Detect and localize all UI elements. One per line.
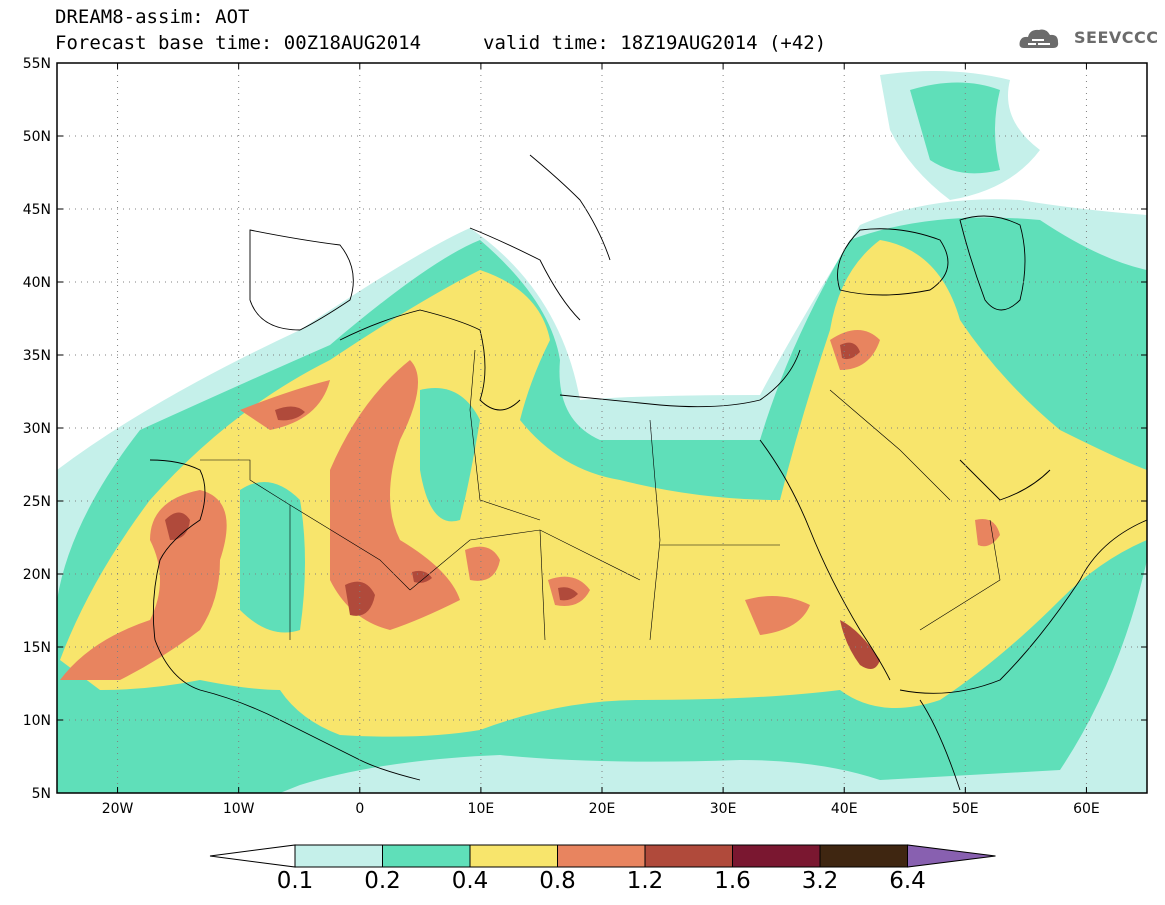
aot-contour-0.8-east — [745, 596, 810, 635]
lon-label: 40E — [831, 801, 858, 817]
colorbar-level-label: 0.1 — [276, 868, 314, 894]
aot-contour-1.2-west — [165, 512, 190, 540]
lon-label: 10W — [223, 801, 255, 817]
lon-label: 20W — [102, 801, 134, 817]
forecast-base-time: Forecast base time: 00Z18AUG2014 — [55, 32, 422, 54]
aot-contour-0.8-gulf — [975, 519, 1000, 547]
aot-contour-1.2-sudan — [558, 587, 578, 601]
lat-label: 45N — [23, 202, 51, 218]
colorbar-over-triangle — [907, 844, 996, 868]
lon-label: 10E — [468, 801, 495, 817]
colorbar-segment — [819, 844, 908, 868]
colorbar-level-label: 1.6 — [714, 868, 751, 894]
lat-label: 40N — [23, 275, 51, 291]
colorbar-level-label: 0.8 — [539, 868, 576, 894]
colorbar-level-label: 0.4 — [451, 868, 489, 894]
colorbar-segment — [294, 844, 383, 868]
longitude-labels: 20W 10W 0 10E 20E 30E 40E 50E 60E — [102, 801, 1100, 817]
colorbar-level-label: 3.2 — [801, 868, 839, 894]
aot-contour-0.4-west-gap — [240, 482, 305, 633]
aot-contour-0.4 — [60, 240, 1147, 737]
colorbar-level-label: 0.2 — [364, 868, 401, 894]
map-title: DREAM8-assim: AOT — [55, 6, 250, 28]
lon-label: 60E — [1073, 801, 1100, 817]
colorbar-under-triangle — [209, 844, 296, 868]
colorbar-level-label: 1.2 — [626, 868, 664, 894]
lat-label: 35N — [23, 348, 51, 364]
logo-text: SEEVCCC — [1074, 28, 1159, 47]
lon-label: 50E — [952, 801, 979, 817]
aot-contour-0.2-north — [910, 82, 1000, 174]
lon-label: 20E — [589, 801, 616, 817]
aot-contour-0.8-west — [60, 490, 227, 680]
aot-contour-1.2-atlas — [275, 406, 305, 421]
country-borders — [200, 349, 1001, 641]
valid-time: valid time: 18Z19AUG2014 (+42) — [483, 32, 827, 54]
lat-label: 55N — [23, 56, 51, 72]
lon-label: 0 — [355, 801, 364, 817]
colorbar-segment — [557, 844, 646, 868]
lat-label: 20N — [23, 567, 51, 583]
lon-label: 30E — [710, 801, 737, 817]
aot-field — [57, 63, 1147, 793]
coastlines — [149, 154, 1147, 791]
seevccc-cloud-logo-icon — [1019, 29, 1059, 48]
colorbar — [209, 844, 996, 868]
lat-label: 25N — [23, 494, 51, 510]
aot-contour-1.2-sahara — [345, 581, 375, 616]
latitude-labels: 55N 50N 45N 40N 35N 30N 25N 20N 15N 10N 5N — [23, 56, 51, 802]
aot-contour-0.8-chad — [465, 546, 500, 581]
lat-label: 30N — [23, 421, 51, 437]
lat-label: 15N — [23, 640, 51, 656]
colorbar-segment — [382, 844, 471, 868]
lat-label: 10N — [23, 713, 51, 729]
aot-contour-0.8-sahara — [330, 360, 460, 630]
colorbar-level-label: 6.4 — [889, 868, 926, 894]
aot-contour-0.4-central-gap — [420, 388, 480, 522]
colorbar-segment — [644, 844, 733, 868]
axis-ticks — [57, 62, 1147, 794]
colorbar-segment — [469, 844, 558, 868]
aot-contour-0.8-atlas — [240, 380, 330, 430]
aot-contour-1.2-redsea — [840, 620, 880, 669]
lat-label: 50N — [23, 129, 51, 145]
colorbar-segment — [732, 844, 821, 868]
lat-label: 5N — [32, 786, 51, 802]
